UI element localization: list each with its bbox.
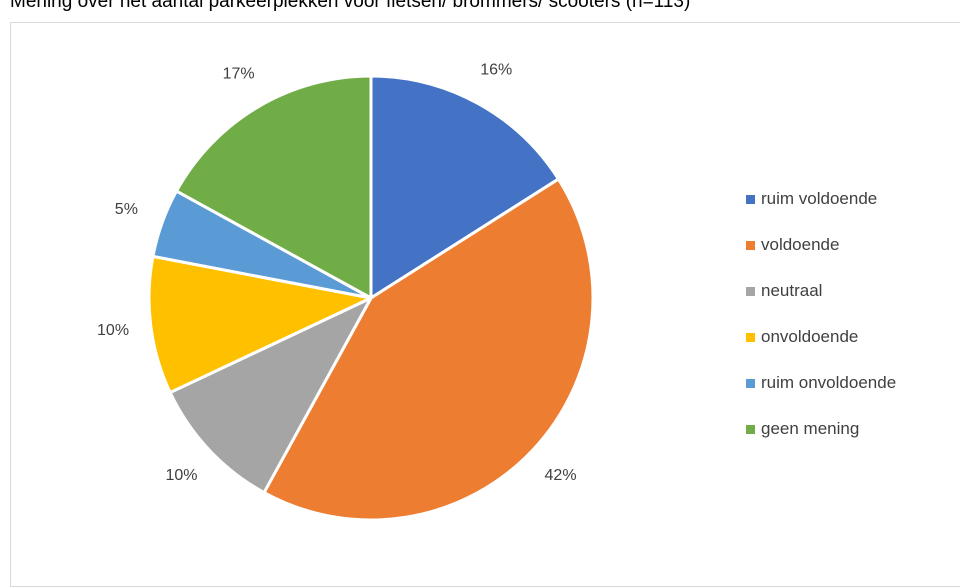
- legend-item-onvoldoende: onvoldoende: [746, 314, 896, 360]
- data-label-neutraal: 10%: [165, 467, 197, 484]
- chart-title: Mening over het aantal parkeerplekken vo…: [10, 0, 691, 12]
- legend-label: ruim onvoldoende: [761, 373, 897, 392]
- pie-slice-neutraal: [168, 296, 373, 495]
- data-label-ruim-onvoldoende: 5%: [115, 201, 138, 218]
- legend-label: onvoldoende: [761, 327, 859, 346]
- legend-swatch: [746, 240, 755, 250]
- legend-item-ruim-onvoldoende: ruim onvoldoende: [746, 360, 896, 406]
- data-label-ruim-voldoende: 16%: [480, 61, 512, 78]
- legend-swatch: [746, 332, 755, 342]
- data-label-onvoldoende: 10%: [97, 322, 129, 339]
- data-label-voldoende: 42%: [545, 467, 577, 484]
- legend-label: neutraal: [761, 281, 823, 300]
- legend-label: geen mening: [761, 419, 860, 438]
- legend-swatch: [746, 194, 755, 204]
- legend-label: ruim voldoende: [761, 189, 878, 208]
- legend-label: voldoende: [761, 235, 840, 254]
- pie-slice-onvoldoende: [147, 254, 373, 395]
- legend-swatch: [746, 378, 755, 388]
- data-label-geen-mening: 17%: [223, 65, 255, 82]
- pie-slice-voldoende: [262, 177, 595, 522]
- pie-slice-geen-mening: [174, 74, 373, 300]
- legend-swatch: [746, 286, 755, 296]
- legend-item-voldoende: voldoende: [746, 222, 896, 268]
- pie-slice-ruim-voldoende: [369, 74, 560, 300]
- legend-item-neutraal: neutraal: [746, 268, 896, 314]
- legend-item-ruim-voldoende: ruim voldoende: [746, 176, 896, 222]
- legend-swatch: [746, 424, 755, 434]
- legend-item-geen-mening: geen mening: [746, 406, 896, 452]
- legend: ruim voldoende voldoende neutraal onvoldoen…: [746, 176, 896, 452]
